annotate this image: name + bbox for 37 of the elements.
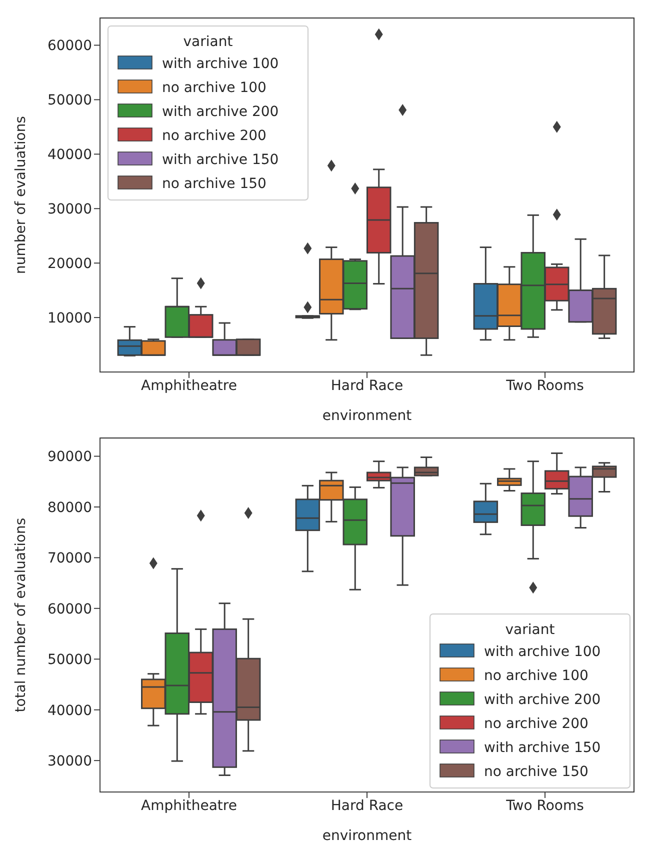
y-tick-label: 80000 — [47, 500, 92, 516]
y-tick-label: 20000 — [47, 256, 92, 272]
legend-label: no archive 100 — [484, 668, 588, 684]
x-tick-label: Two Rooms — [505, 798, 584, 814]
legend-label: with archive 200 — [484, 692, 601, 708]
x-axis-title: environment — [322, 828, 412, 844]
y-tick-label: 30000 — [47, 202, 92, 218]
y-tick-label: 60000 — [47, 38, 92, 54]
x-axis-title: environment — [322, 408, 412, 424]
y-tick-label: 40000 — [47, 147, 92, 164]
legend-label: with archive 200 — [162, 104, 279, 120]
legend-label: no archive 150 — [162, 176, 266, 192]
y-tick-label: 30000 — [47, 754, 92, 770]
y-axis-title: number of evaluations — [12, 116, 29, 274]
legend-label: no archive 150 — [484, 764, 588, 780]
legend-label: with archive 150 — [162, 152, 279, 168]
y-tick-label: 50000 — [47, 92, 92, 109]
legend-label: no archive 200 — [484, 716, 588, 732]
y-tick-label: 70000 — [47, 550, 92, 567]
x-tick-label: Hard Race — [330, 798, 404, 814]
y-tick-label: 60000 — [47, 601, 92, 618]
y-axis-title: total number of evaluations — [12, 518, 29, 712]
legend-label: no archive 100 — [162, 80, 266, 96]
x-tick-label: Amphitheatre — [141, 798, 237, 814]
legend-title: variant — [183, 34, 234, 50]
y-tick-label: 10000 — [47, 310, 92, 327]
legend-label: no archive 200 — [162, 128, 266, 144]
legend-label: with archive 100 — [162, 56, 279, 72]
legend-title: variant — [505, 622, 556, 638]
x-tick-label: Hard Race — [330, 378, 404, 394]
legend-label: with archive 150 — [484, 740, 601, 756]
x-tick-label: Amphitheatre — [141, 378, 237, 394]
y-tick-label: 40000 — [47, 702, 92, 719]
y-tick-label: 50000 — [47, 652, 92, 668]
legend-label: with archive 100 — [484, 644, 601, 660]
y-tick-label: 90000 — [47, 449, 92, 466]
x-tick-label: Two Rooms — [505, 378, 584, 394]
